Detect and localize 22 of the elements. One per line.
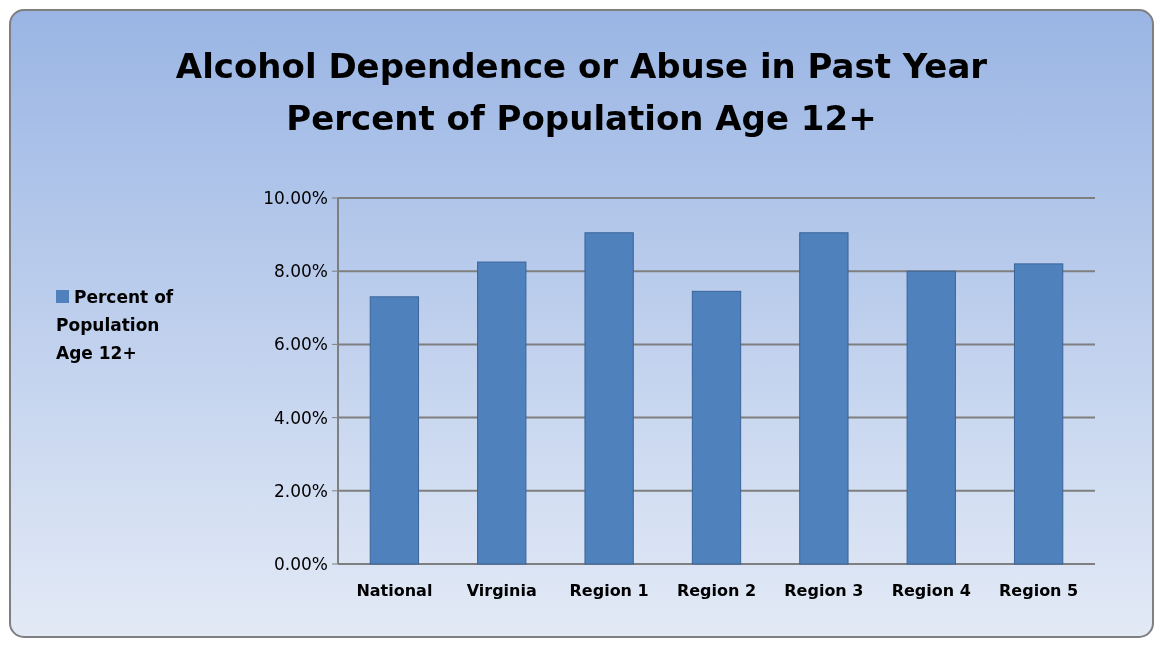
x-tick-label: Region 4 (891, 581, 971, 600)
bar (477, 261, 527, 565)
y-tick-label: 0.00% (273, 553, 328, 574)
text: Percent of Population Age 12+ (56, 287, 180, 363)
chart-title: Alcohol Dependence or Abuse in Past Year Percent of Population Age 12+ (175, 46, 988, 138)
bar (799, 232, 849, 565)
bar (691, 290, 742, 565)
bar (584, 232, 634, 565)
bar (906, 270, 956, 565)
x-tick-label: Region 1 (569, 581, 649, 600)
x-tick-label: National (356, 581, 433, 600)
y-tick-label: 8.00% (273, 261, 328, 282)
bar (369, 296, 420, 565)
y-tick-label: 2.00% (273, 480, 328, 501)
bar (1013, 263, 1064, 565)
x-tick-label: Region 3 (784, 581, 864, 600)
y-tick-label: 10.00% (263, 187, 328, 208)
y-tick-label: 4.00% (273, 407, 328, 428)
x-tick-label: Virginia (466, 581, 537, 600)
x-tick-label: Region 2 (676, 581, 757, 600)
x-tick-label: Region 5 (999, 581, 1079, 600)
y-tick-label: 6.00% (273, 334, 328, 355)
